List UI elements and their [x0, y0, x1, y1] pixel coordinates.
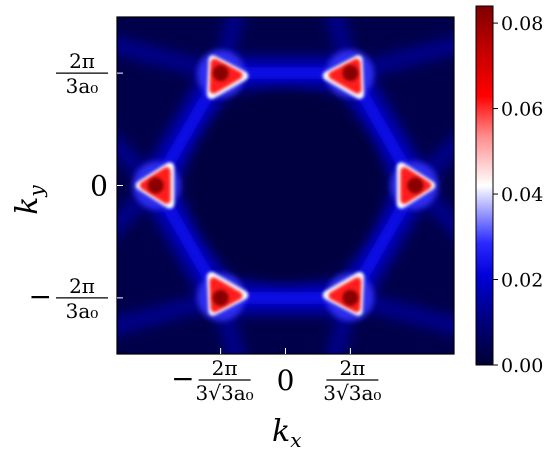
hotspot-core	[342, 289, 359, 306]
hotspot	[322, 49, 374, 100]
x-tick-label-0-numerator: 2π	[212, 356, 238, 380]
hotspot-core	[212, 65, 229, 82]
heatmap-area	[117, 17, 454, 354]
x-tick-label-2-denominator: 3√3a₀	[323, 381, 381, 405]
hotspot-core	[147, 177, 164, 194]
hotspot	[197, 271, 249, 322]
hotspot-core	[212, 289, 229, 306]
center-dark-region	[190, 90, 381, 281]
colorbar-tick-label: 0.04	[501, 184, 543, 206]
x-tick-label-0-sign: −	[171, 362, 194, 395]
colorbar: 0.00 0.02 0.04 0.06 0.08	[475, 5, 543, 377]
y-tick-label-1-text: 0	[90, 170, 108, 203]
x-axis-ticks: −2π3√3a₀ 0 2π3√3a₀	[171, 348, 381, 405]
y-axis-title: ky	[10, 185, 48, 215]
x-axis-title-subscript: x	[290, 428, 301, 452]
x-tick-label-1: 0	[277, 364, 295, 397]
y-tick-label-1: 0	[90, 170, 108, 203]
x-tick-label-1-text: 0	[277, 364, 295, 397]
y-tick-label-2-denominator: 3a₀	[66, 299, 99, 323]
hotspot	[197, 49, 249, 100]
x-tick-label-0: −2π3√3a₀	[171, 356, 254, 405]
x-tick-label-2-numerator: 2π	[339, 356, 365, 380]
x-tick-label-2: 2π3√3a₀	[323, 356, 381, 405]
colorbar-tick-label: 0.02	[501, 270, 543, 292]
y-tick-label-2-numerator: 2π	[69, 274, 95, 298]
hotspot	[322, 271, 374, 322]
x-axis-title: kx	[272, 414, 301, 452]
colorbar-tick-label: 0.06	[501, 99, 543, 121]
colorbar-tick-label: 0.08	[501, 13, 543, 35]
colorbar-gradient	[476, 6, 493, 365]
colorbar-frame	[475, 5, 494, 366]
hotspot-layer	[132, 49, 439, 322]
x-tick-label-0-denominator: 3√3a₀	[196, 381, 254, 405]
colorbar-ticks: 0.00 0.02 0.04 0.06 0.08	[493, 13, 543, 377]
y-axis-title-subscript: y	[24, 185, 48, 198]
hotspot	[390, 161, 439, 210]
hotspot-core	[342, 65, 359, 82]
y-tick-label-0-numerator: 2π	[69, 49, 95, 73]
hotspot	[132, 161, 181, 210]
y-tick-label-2-sign: −	[29, 280, 52, 313]
hotspot-core	[407, 177, 424, 194]
colorbar-tick-label: 0.00	[501, 355, 543, 377]
y-tick-label-0-denominator: 3a₀	[66, 74, 99, 98]
